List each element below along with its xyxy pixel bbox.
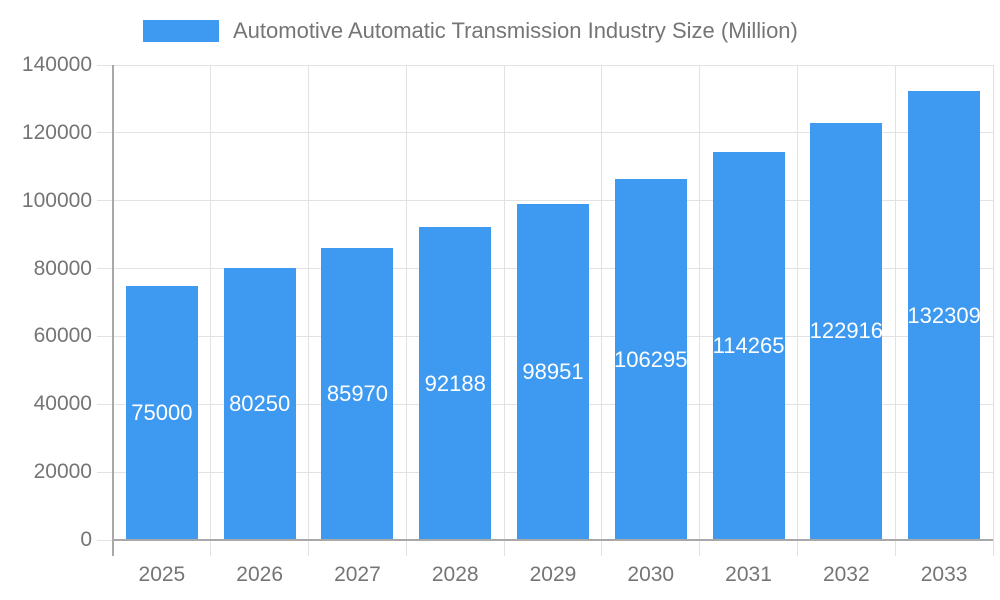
y-axis-line	[112, 65, 114, 556]
x-gridline	[894, 65, 896, 556]
x-gridline	[699, 65, 701, 556]
x-gridline	[210, 65, 212, 556]
x-axis-category-label: 2031	[725, 563, 772, 586]
x-gridline	[601, 65, 603, 556]
y-gridline	[97, 200, 993, 202]
x-axis-category-label: 2030	[627, 563, 675, 586]
y-axis-tick-label: 0	[80, 528, 92, 551]
bar-value-label: 98951	[522, 359, 584, 385]
x-axis-category-label: 2033	[920, 563, 968, 586]
x-axis-line	[113, 539, 993, 541]
bar-2025[interactable]	[125, 285, 198, 540]
y-axis-tick-label: 120000	[21, 120, 92, 144]
x-gridline	[992, 65, 994, 556]
bar-2031[interactable]	[712, 152, 785, 540]
x-gridline	[308, 65, 310, 556]
x-axis-category-label: 2032	[822, 563, 870, 586]
bar-2029[interactable]	[517, 204, 589, 540]
y-axis-tick-label: 60000	[33, 324, 92, 348]
y-axis-tick-label: 40000	[33, 392, 92, 416]
legend-swatch-icon	[143, 20, 219, 42]
x-axis-category-label: 2029	[529, 563, 577, 586]
bar-value-label: 80250	[229, 390, 291, 416]
x-axis-category-label: 2028	[431, 563, 479, 586]
bar-value-label: 85970	[326, 381, 389, 407]
bar-value-label: 75000	[131, 399, 193, 425]
y-axis-tick-label: 80000	[33, 256, 92, 280]
bar-value-label: 92188	[424, 370, 486, 396]
x-gridline	[796, 65, 798, 556]
bar-value-label: 114265	[712, 333, 785, 359]
y-gridline	[97, 132, 993, 134]
bar-value-label: 132309	[907, 302, 981, 328]
x-axis-category-label: 2025	[138, 563, 186, 586]
y-axis-tick-label: 20000	[33, 460, 92, 484]
bar-2033[interactable]	[908, 91, 981, 540]
legend: Automotive Automatic Transmission Indust…	[143, 20, 798, 42]
bar-2026[interactable]	[223, 267, 296, 540]
y-axis-tick-label: 100000	[21, 188, 92, 212]
x-axis-category-label: 2027	[334, 563, 381, 586]
bar-2027[interactable]	[321, 248, 394, 540]
x-axis-category-label: 2026	[236, 563, 283, 586]
x-gridline	[405, 65, 407, 556]
bar-2028[interactable]	[419, 227, 492, 540]
bar-2032[interactable]	[810, 122, 883, 540]
x-gridline	[503, 65, 505, 556]
chart-title: Automotive Automatic Transmission Indust…	[233, 18, 798, 43]
bar-value-label: 106295	[614, 346, 688, 372]
bar-value-label: 122916	[809, 318, 884, 344]
y-axis-tick-label: 140000	[21, 53, 92, 76]
y-gridline	[97, 64, 993, 66]
bar-2030[interactable]	[614, 179, 687, 540]
